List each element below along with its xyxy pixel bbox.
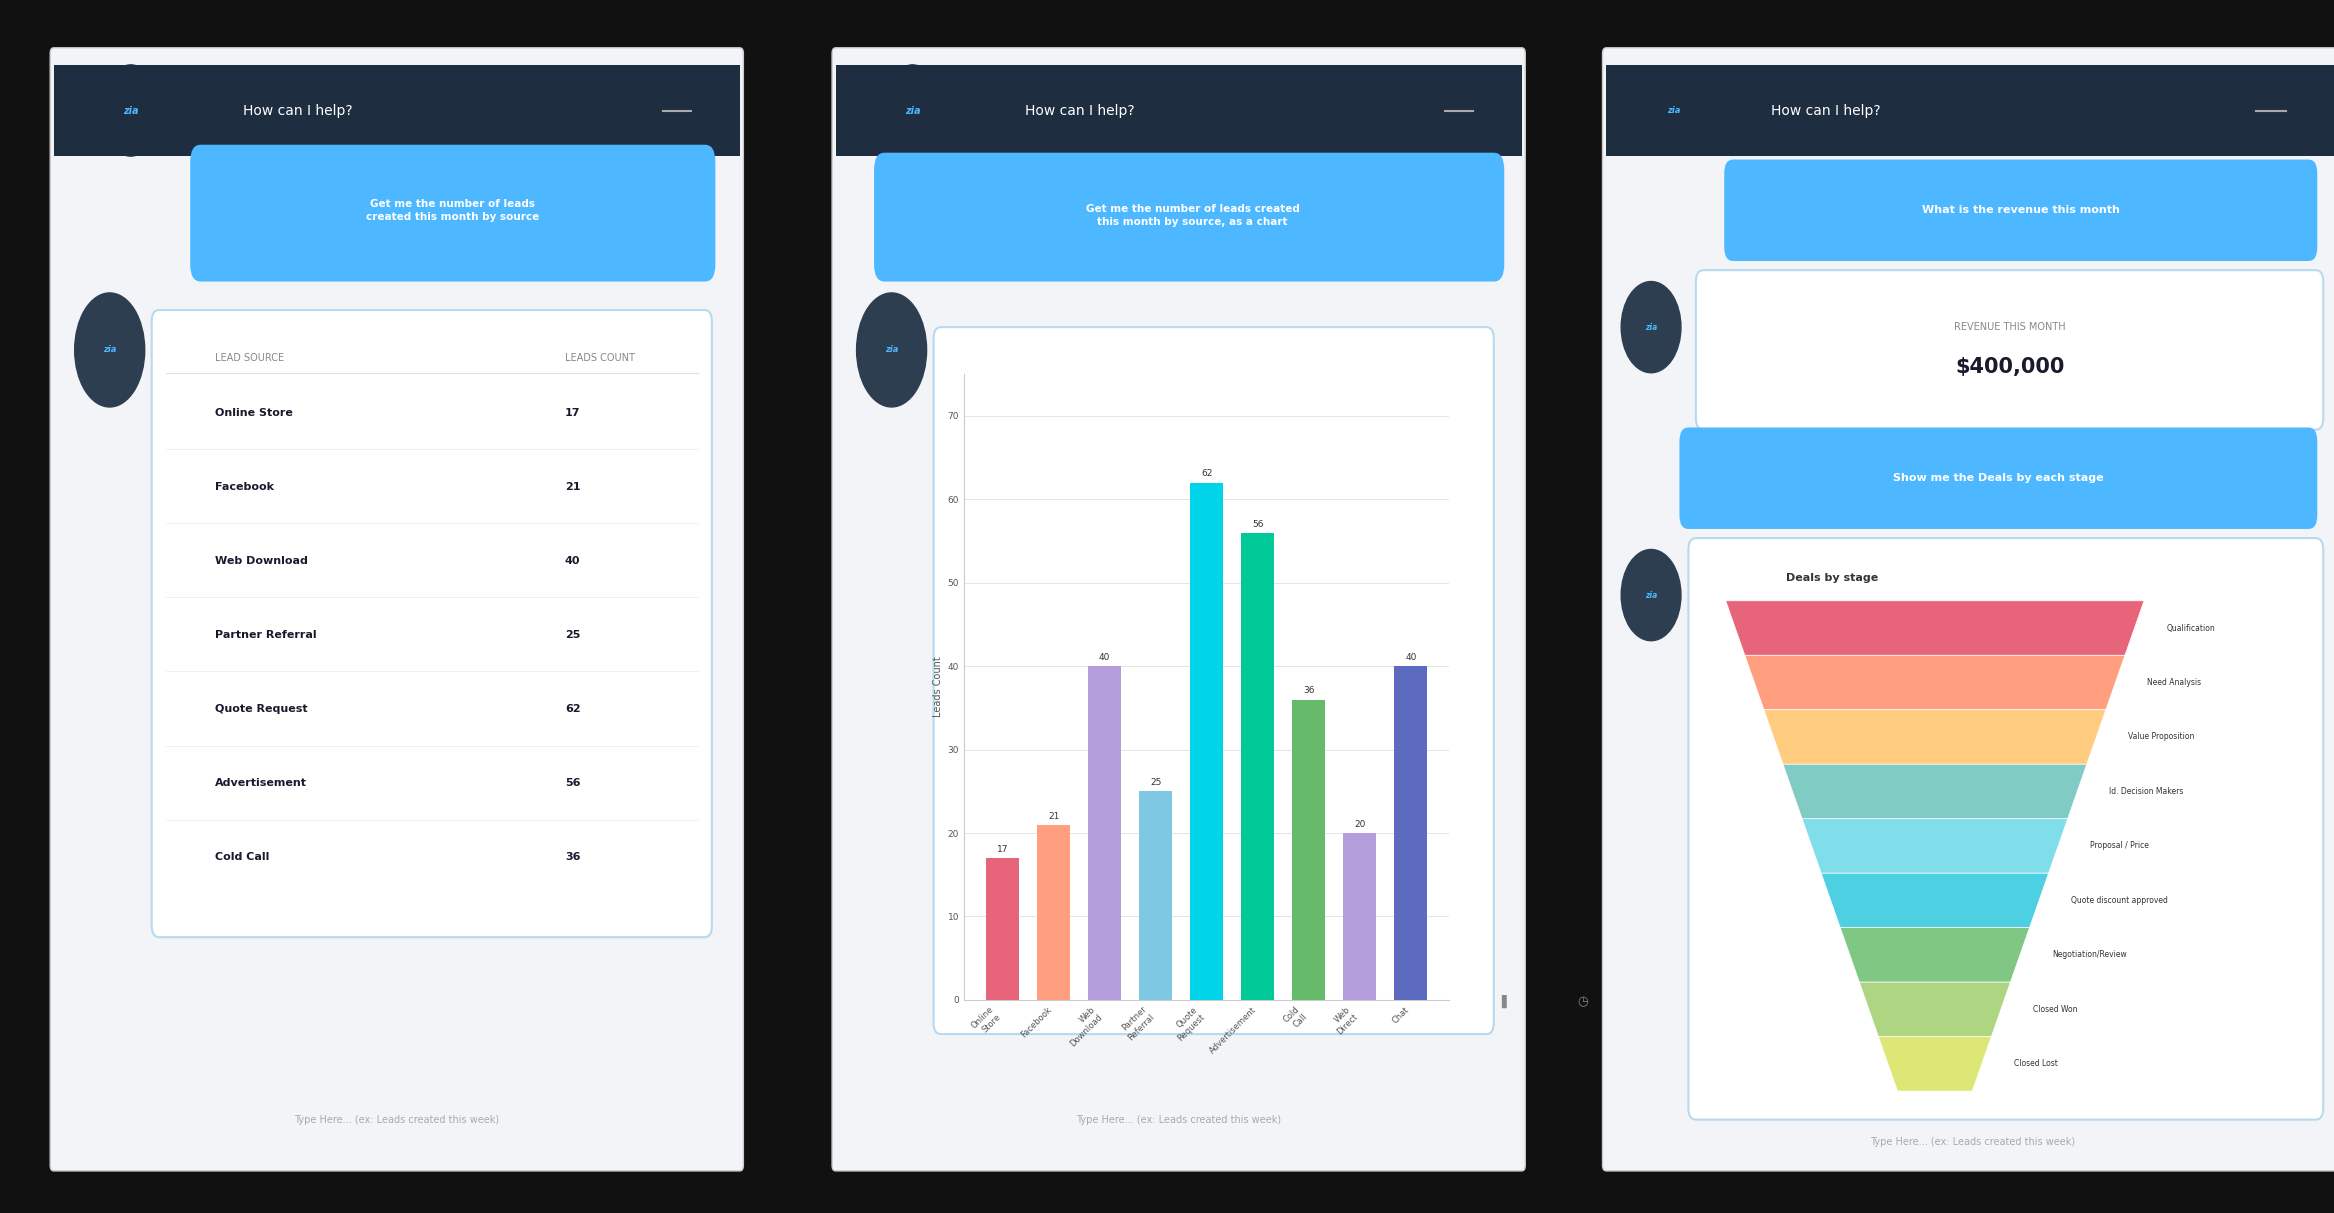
Text: Web Download: Web Download: [215, 556, 308, 566]
Text: REVENUE THIS MONTH: REVENUE THIS MONTH: [1954, 323, 2066, 332]
Text: 25: 25: [565, 630, 581, 640]
Text: ▽: ▽: [1659, 996, 1669, 1008]
FancyBboxPatch shape: [836, 66, 1522, 156]
Bar: [1139, 791, 1172, 1000]
Text: 17: 17: [997, 845, 1008, 854]
FancyBboxPatch shape: [54, 66, 740, 156]
Text: 40: 40: [565, 556, 581, 566]
Text: LEADS COUNT: LEADS COUNT: [565, 353, 635, 363]
Polygon shape: [1839, 928, 2031, 983]
Text: Deals by stage: Deals by stage: [1786, 573, 1879, 583]
Circle shape: [1648, 70, 1699, 150]
Text: 56: 56: [1251, 519, 1263, 529]
Text: 25: 25: [1151, 779, 1162, 787]
Text: Need Analysis: Need Analysis: [2147, 678, 2201, 687]
Polygon shape: [1802, 819, 2068, 873]
Text: ▐: ▐: [1496, 995, 1505, 1008]
Circle shape: [75, 294, 145, 408]
Circle shape: [885, 66, 941, 156]
Text: ∿: ∿: [1741, 996, 1753, 1008]
Text: How can I help?: How can I help?: [1772, 103, 1881, 118]
Text: Quote Request: Quote Request: [215, 704, 308, 714]
Text: 40: 40: [1099, 653, 1111, 662]
Text: zia: zia: [885, 346, 899, 354]
Text: How can I help?: How can I help?: [243, 103, 352, 118]
Text: What is the revenue this month: What is the revenue this month: [1921, 205, 2119, 215]
Text: Negotiation/Review: Negotiation/Review: [2052, 951, 2126, 959]
FancyBboxPatch shape: [152, 311, 712, 938]
Text: Facebook: Facebook: [215, 482, 273, 491]
Text: 21: 21: [1048, 811, 1060, 820]
FancyBboxPatch shape: [1680, 427, 2318, 529]
Text: $400,000: $400,000: [1956, 357, 2063, 377]
Polygon shape: [1821, 873, 2049, 928]
Polygon shape: [1765, 710, 2105, 764]
Text: Qualification: Qualification: [2166, 623, 2215, 632]
Bar: [1190, 483, 1223, 1000]
Text: Cold Call: Cold Call: [215, 853, 268, 862]
Text: Id. Decision Makers: Id. Decision Makers: [2110, 787, 2185, 796]
Polygon shape: [1746, 655, 2124, 710]
Text: zia: zia: [124, 106, 138, 115]
Circle shape: [857, 294, 927, 408]
Circle shape: [1622, 281, 1680, 372]
FancyBboxPatch shape: [1687, 539, 2322, 1120]
Text: 40: 40: [1405, 653, 1417, 662]
Text: Online Store: Online Store: [215, 408, 292, 417]
Text: 62: 62: [1202, 469, 1211, 478]
Circle shape: [103, 66, 159, 156]
Circle shape: [1622, 549, 1680, 640]
Text: 20: 20: [1354, 820, 1365, 828]
Text: zia: zia: [1666, 106, 1680, 115]
Bar: [1242, 533, 1274, 1000]
FancyBboxPatch shape: [1697, 270, 2322, 429]
Text: Type Here... (ex: Leads created this week): Type Here... (ex: Leads created this wee…: [294, 1115, 499, 1124]
Bar: [985, 858, 1020, 1000]
FancyBboxPatch shape: [873, 153, 1503, 281]
Text: 17: 17: [565, 408, 581, 417]
Text: ▦: ▦: [1823, 996, 1835, 1008]
Text: Type Here... (ex: Leads created this week): Type Here... (ex: Leads created this wee…: [1870, 1138, 2075, 1147]
FancyBboxPatch shape: [1606, 66, 2334, 156]
Polygon shape: [1879, 1037, 1991, 1092]
Text: zia: zia: [1645, 323, 1657, 331]
Text: Advertisement: Advertisement: [215, 779, 306, 788]
FancyBboxPatch shape: [934, 328, 1494, 1033]
Bar: [1393, 666, 1428, 1000]
Text: Value Proposition: Value Proposition: [2129, 733, 2194, 741]
Bar: [1036, 825, 1071, 1000]
Text: 56: 56: [565, 779, 581, 788]
FancyBboxPatch shape: [1603, 47, 2334, 1171]
Text: zia: zia: [1645, 591, 1657, 599]
Text: Closed Won: Closed Won: [2033, 1004, 2077, 1014]
Text: Partner Referral: Partner Referral: [215, 630, 317, 640]
Polygon shape: [1725, 600, 2145, 655]
Text: zia: zia: [906, 106, 920, 115]
Polygon shape: [1783, 764, 2087, 819]
Text: 21: 21: [565, 482, 581, 491]
Text: Type Here... (ex: Leads created this week): Type Here... (ex: Leads created this wee…: [1076, 1115, 1281, 1124]
Text: How can I help?: How can I help?: [1025, 103, 1134, 118]
Text: Get me the number of leads created
this month by source, as a chart: Get me the number of leads created this …: [1085, 204, 1300, 227]
FancyBboxPatch shape: [831, 47, 1526, 1171]
FancyBboxPatch shape: [1725, 160, 2318, 261]
FancyBboxPatch shape: [191, 144, 717, 281]
Bar: [1293, 700, 1326, 1000]
Text: Closed Lost: Closed Lost: [2014, 1059, 2059, 1069]
Text: LEAD SOURCE: LEAD SOURCE: [215, 353, 285, 363]
Text: 36: 36: [565, 853, 581, 862]
Polygon shape: [1860, 983, 2010, 1037]
FancyBboxPatch shape: [51, 47, 742, 1171]
Text: Proposal / Price: Proposal / Price: [2089, 842, 2150, 850]
Text: Show me the Deals by each stage: Show me the Deals by each stage: [1893, 473, 2103, 483]
Y-axis label: Leads Count: Leads Count: [934, 656, 943, 717]
Text: Quote discount approved: Quote discount approved: [2070, 896, 2168, 905]
Bar: [1342, 833, 1377, 1000]
Text: Get me the number of leads
created this month by source: Get me the number of leads created this …: [366, 199, 539, 222]
Text: zia: zia: [103, 346, 117, 354]
Bar: [1088, 666, 1120, 1000]
Text: ◷: ◷: [1578, 996, 1589, 1008]
Text: 62: 62: [565, 704, 581, 714]
Text: 36: 36: [1302, 687, 1314, 695]
